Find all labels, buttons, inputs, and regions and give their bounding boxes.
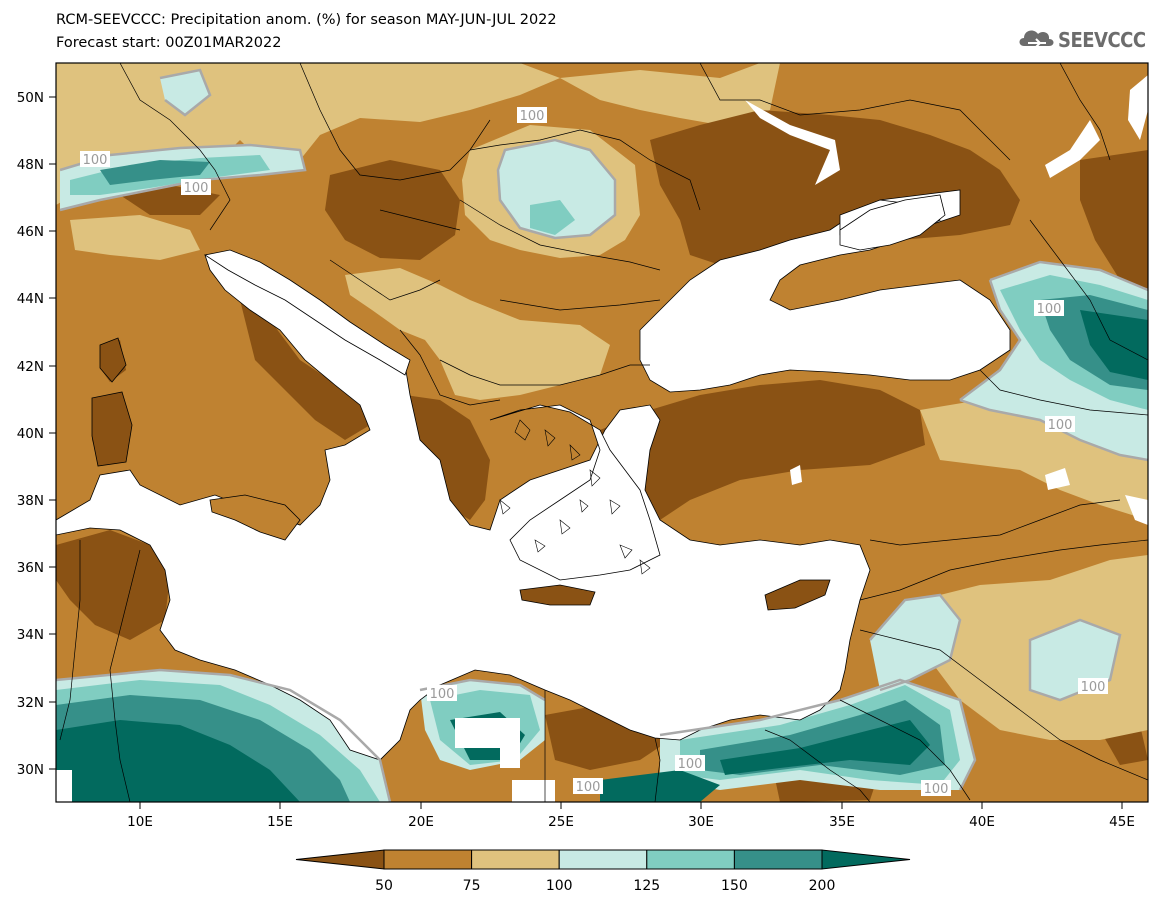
map-field [56,63,1148,802]
island-sicily [209,494,301,541]
contour-label: 100 [520,109,545,124]
colorbar-segment [471,849,560,870]
contour-label-bg [573,778,603,794]
sea-adriatic [203,249,411,376]
field-gt200-libya [56,720,300,802]
contour-label: 100 [1081,680,1106,695]
title-line-1: RCM-SEEVCCC: Precipitation anom. (%) for… [56,12,557,28]
contour-labels: 100 100 100 100 100 100 100 100 100 100 [80,107,1108,797]
lon-tick-label: 35E [829,814,855,830]
lon-tick-label: 20E [408,814,434,830]
lat-tick-label: 34N [17,627,44,643]
lat-tick-label: 46N [17,224,44,240]
contour-label-bg [1045,416,1075,432]
contour-label: 100 [83,153,108,168]
lon-tick-label: 40E [969,814,995,830]
field-lt50-pannonian [325,160,460,260]
colorbar-gt200 [821,849,911,870]
lat-tick-label: 44N [17,291,44,307]
island-corsica [99,337,127,383]
lat-tick-label: 40N [17,426,44,442]
field-75-100-east-europe [560,63,780,125]
lon-tick-label: 15E [267,814,293,830]
missing-lake-2 [790,465,802,485]
country-borders [59,63,1148,802]
colorbar-label: 200 [809,878,836,894]
contour-label-bg [517,107,547,123]
colorbar-lt50 [295,849,385,870]
lat-tick-label: 30N [17,762,44,778]
colorbar-label: 100 [546,878,573,894]
field-100-125-carpathian [498,140,615,238]
latitude-ticks: 50N 48N 46N 44N 42N 40N 38N 36N 34N 32N 30N [17,90,56,778]
lon-tick-label: 45E [1109,814,1135,830]
lat-tick-label: 32N [17,695,44,711]
field-lt50-anatolia [600,380,925,520]
field-150-200-alps [100,160,210,185]
colorbar-label: 50 [375,878,393,894]
colorbar-label: 75 [463,878,481,894]
field-lt50-tunisia [56,530,170,640]
contour-label-bg [427,685,457,701]
field-lt50-greece [405,395,490,520]
contour-label: 100 [1037,302,1062,317]
contour-label: 100 [924,782,949,797]
coastline-details [499,419,651,575]
island-crete [519,584,596,606]
island-cyprus [764,579,831,611]
lon-tick-label: 30E [688,814,714,830]
missing-russia-2 [1045,120,1100,178]
island-crimea [839,194,946,251]
contour-label-bg [1034,300,1064,316]
lon-tick-label: 10E [127,814,153,830]
field-75-100-alps [70,215,200,260]
field-lt50-caucasus-east [1080,150,1148,290]
colorbar-label: 150 [721,878,748,894]
logo-text: SEEVCCC [1058,28,1146,52]
sea-mediterranean [56,251,871,761]
cloud-icon [1019,30,1054,48]
lat-tick-label: 36N [17,560,44,576]
contour-label-bg [921,780,951,796]
missing-caspian [1125,495,1148,525]
contour-label: 100 [576,780,601,795]
sea-ionian-aegean [489,404,661,581]
contour-label: 100 [430,687,455,702]
lat-tick-label: 38N [17,493,44,509]
field-125-150-carpathian [530,200,575,235]
field-gt200-sinai [600,770,720,802]
missing-lake-1 [1045,468,1070,490]
colorbar-segment [733,849,823,870]
contour-label: 100 [184,181,209,196]
field-gt200-egypt [720,720,930,775]
missing-libya-2 [512,780,555,802]
lat-tick-label: 50N [17,90,44,106]
contour-label-bg [675,755,705,771]
missing-russia-1 [745,100,840,185]
field-75-100-balkans [345,268,610,400]
lat-tick-label: 48N [17,157,44,173]
colorbar-segment [383,849,473,870]
missing-west [56,770,72,802]
contour-label-bg [181,179,211,195]
colorbar-label: 125 [633,878,660,894]
longitude-ticks: 10E 15E 20E 25E 30E 35E 40E 45E [127,802,1135,830]
colorbar-segment [558,849,648,870]
contour-label: 100 [1048,418,1073,433]
missing-libya-1 [455,718,520,768]
missing-caspian-north [1128,75,1148,140]
lat-tick-label: 42N [17,359,44,375]
island-sardinia [91,391,133,467]
lon-tick-label: 25E [548,814,574,830]
contour-label-bg [1078,678,1108,694]
field-gt200-caucasus [1080,310,1148,380]
contour-label-bg [80,151,110,167]
field-lt50-italy-south [240,300,370,440]
contour-label: 100 [678,757,703,772]
title-line-2: Forecast start: 00Z01MAR2022 [56,35,282,51]
colorbar-segment [646,849,735,870]
colorbar: 50 75 100 125 150 200 [295,849,911,894]
